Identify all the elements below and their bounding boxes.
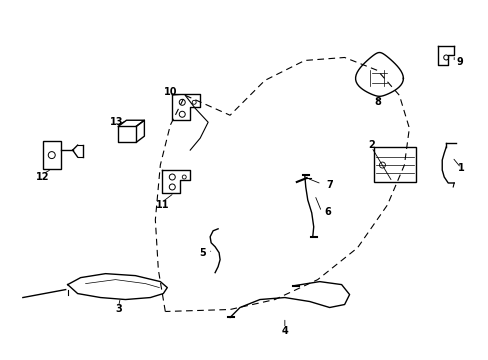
Text: 4: 4 xyxy=(281,327,287,336)
Text: 3: 3 xyxy=(115,305,122,315)
Bar xyxy=(374,147,415,182)
Text: 10: 10 xyxy=(163,87,177,97)
Text: 9: 9 xyxy=(456,58,463,67)
Bar xyxy=(42,141,61,169)
Text: 2: 2 xyxy=(367,140,374,150)
Text: 1: 1 xyxy=(457,163,464,173)
Text: 11: 11 xyxy=(155,200,169,210)
Text: 12: 12 xyxy=(36,172,49,182)
Text: 7: 7 xyxy=(325,180,332,190)
Text: 8: 8 xyxy=(373,97,380,107)
Text: 5: 5 xyxy=(199,248,205,258)
Text: 13: 13 xyxy=(109,117,123,127)
Text: 6: 6 xyxy=(324,207,330,217)
